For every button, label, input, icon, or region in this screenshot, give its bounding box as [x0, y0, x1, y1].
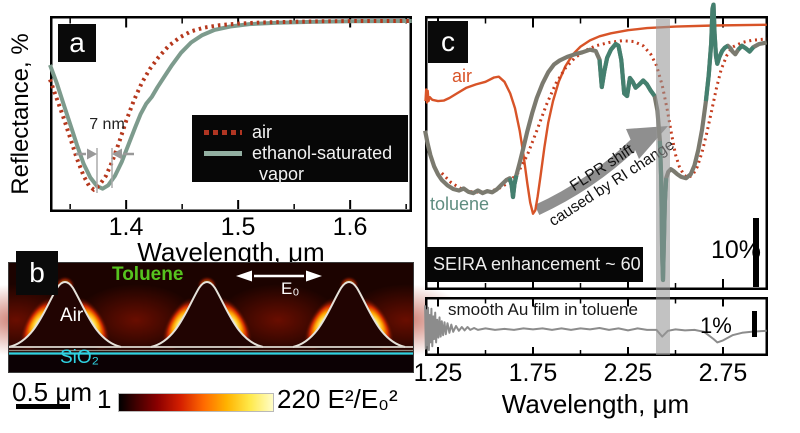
scale-1pct-bar [752, 311, 757, 337]
legend-vapor-label: ethanol-saturated vapor [252, 143, 392, 185]
panel-c-xtick-4: 2.75 [698, 359, 748, 387]
legend-row-vapor: ethanol-saturated vapor [202, 143, 398, 185]
panel-c-main-plot: c air toluene FLPR shift caused by RI ch… [423, 2, 768, 290]
panel-c-main-canvas [423, 2, 768, 290]
sio2-substrate-region [8, 355, 414, 373]
scale-bar [16, 404, 70, 409]
legend-vapor-label-line2: vapor [259, 164, 305, 184]
panel-a-y-axis-label: Reflectance, % [7, 33, 34, 195]
panel-c-label: c [441, 26, 455, 57]
panel-c-label-badge: c [428, 21, 468, 63]
colorbar-min-label: 1 [97, 384, 112, 414]
scale-10pct-bar [753, 218, 759, 287]
panel-a-legend: air ethanol-saturated vapor [192, 115, 408, 185]
colorbar-max-label: 220 E²/E₀² [277, 384, 398, 414]
scale-10pct-label: 10% [711, 236, 762, 264]
panel-a-label-badge: a [58, 24, 96, 62]
flpr-highlight-band [656, 18, 670, 355]
panel-c-x-axis-label: Wavelength, μm [501, 389, 690, 419]
panel-a-xtick-1: 1.4 [108, 213, 144, 241]
panel-a-plot: a 7 nm air ethanol-saturated vapor [48, 16, 412, 212]
au-film-label: smooth Au film in toluene [448, 300, 638, 319]
legend-vapor-label-line1: ethanol-saturated [252, 143, 393, 163]
e0-polarization-arrow [236, 270, 322, 282]
air-region-label: Air [60, 305, 84, 326]
panel-a-xtick-2: 1.5 [220, 213, 256, 241]
legend-vapor-line-sample [204, 151, 242, 156]
colorbar [118, 393, 274, 412]
scale-bar-label: 0.5 μm [12, 377, 93, 407]
panel-b-label-badge: b [16, 251, 58, 295]
seira-enhancement-label: SEIRA enhancement ~ 60 [433, 254, 641, 274]
panel-a-shift-annotation: 7 nm [89, 116, 125, 133]
panel-a-xtick-3: 1.6 [332, 213, 368, 241]
scale-1pct-label: 1% [700, 313, 732, 338]
nanocone-array [8, 276, 406, 351]
panel-c-xtick-2: 1.75 [508, 359, 558, 387]
legend-air-label: air [252, 122, 273, 142]
legend-air-line-sample [204, 130, 242, 135]
sio2-region-label: SiO₂ [60, 347, 100, 368]
panel-c-xtick-1: 1.25 [413, 359, 463, 387]
panel-c-xtick-3: 2.25 [603, 359, 653, 387]
toluene-region-label: Toluene [112, 264, 184, 285]
air-curve-label: air [452, 66, 473, 86]
toluene-curve-label: toluene [430, 194, 490, 214]
panel-c-reference-plot: smooth Au film in toluene 1% [424, 297, 768, 356]
legend-row-air: air [202, 122, 398, 143]
e0-field-label: E₀ [281, 279, 300, 298]
panel-a-label: a [69, 27, 85, 58]
seira-enhancement-box: SEIRA enhancement ~ 60 [425, 247, 643, 282]
field-map-border [8, 262, 414, 373]
panel-b-label: b [29, 257, 45, 288]
